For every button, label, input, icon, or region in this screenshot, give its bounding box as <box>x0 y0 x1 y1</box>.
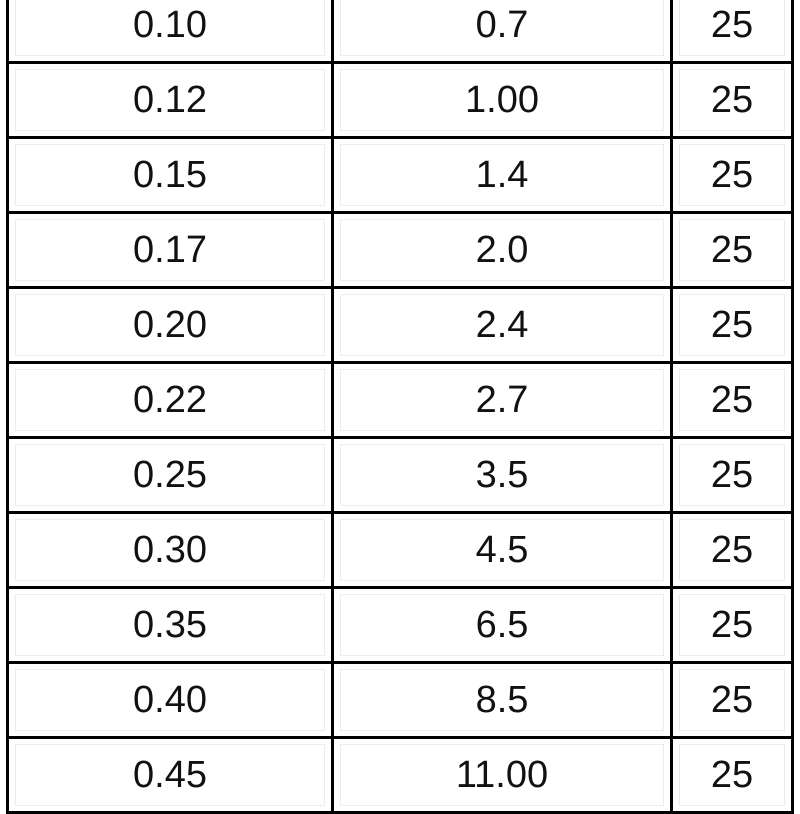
table-cell: 0.7 <box>334 0 670 61</box>
table-cell: 25 <box>673 214 791 286</box>
table-cell: 25 <box>673 64 791 136</box>
table-cell: 25 <box>673 439 791 511</box>
table-cell: 6.5 <box>334 589 670 661</box>
table-cell: 25 <box>673 664 791 736</box>
table-cell: 0.17 <box>9 214 331 286</box>
table-cell: 25 <box>673 139 791 211</box>
table-cell: 0.45 <box>9 739 331 811</box>
table-cell: 0.12 <box>9 64 331 136</box>
table-cell: 0.20 <box>9 289 331 361</box>
table-cell: 0.15 <box>9 139 331 211</box>
table-cell: 2.7 <box>334 364 670 436</box>
table-cell: 0.30 <box>9 514 331 586</box>
table-cell: 25 <box>673 739 791 811</box>
table-cell: 3.5 <box>334 439 670 511</box>
table-cell: 25 <box>673 514 791 586</box>
table-cell: 0.22 <box>9 364 331 436</box>
table-cell: 0.35 <box>9 589 331 661</box>
table-cell: 25 <box>673 589 791 661</box>
table-cell: 25 <box>673 364 791 436</box>
table-cell: 1.00 <box>334 64 670 136</box>
table-cell: 0.10 <box>9 0 331 61</box>
table-cell: 8.5 <box>334 664 670 736</box>
table-cell: 0.40 <box>9 664 331 736</box>
table-cell: 25 <box>673 289 791 361</box>
table-cell: 0.25 <box>9 439 331 511</box>
table-cell: 1.4 <box>334 139 670 211</box>
table-cell: 11.00 <box>334 739 670 811</box>
table-cell: 2.0 <box>334 214 670 286</box>
table-cell: 4.5 <box>334 514 670 586</box>
table-cell: 2.4 <box>334 289 670 361</box>
table-cell: 25 <box>673 0 791 61</box>
data-table: 0.10 0.7 25 0.12 1.00 25 0.15 1.4 25 0.17 2.0 25 0.2… <box>6 0 794 814</box>
